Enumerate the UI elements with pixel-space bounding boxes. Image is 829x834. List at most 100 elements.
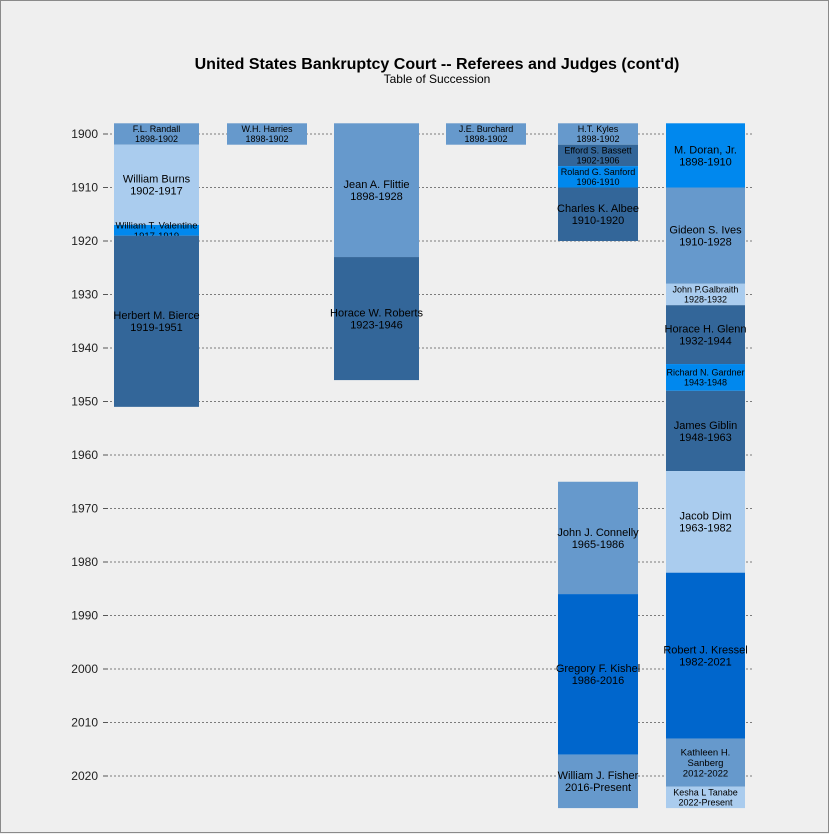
tenure-years-label: 1943-1948 (684, 378, 727, 388)
judge-name-label: W.H. Harries (241, 124, 293, 134)
tenure-years-label: 1898-1902 (245, 134, 288, 144)
tenure-bar (114, 144, 199, 225)
tenure-bar (666, 123, 745, 188)
y-tick-label: 1950 (71, 395, 98, 409)
judge-name-label: William Burns (123, 174, 191, 186)
tenure-bar (666, 471, 745, 573)
judge-name-label: William T. Valentine (115, 220, 197, 231)
tenure-bar (558, 187, 638, 241)
tenure-bar (114, 235, 199, 407)
tenure-years-label: 2016-Present (565, 782, 631, 794)
judge-name-label: H.T. Kyles (578, 124, 619, 134)
tenure-years-label: 1963-1982 (679, 523, 732, 535)
tenure-years-label: 1965-1986 (572, 539, 625, 551)
judge-name-label: Roland G. Sanford (561, 167, 636, 177)
tenure-years-label: 2012-2022 (683, 768, 728, 779)
judge-name-label: Horace W. Roberts (330, 307, 423, 319)
tenure-bar (114, 224, 199, 236)
tenure-bar (666, 283, 745, 306)
y-tick-label: 1910 (71, 181, 98, 195)
tenure-bar (666, 305, 745, 365)
judge-name-label: James Giblin (674, 420, 738, 432)
y-tick-label: 1920 (71, 234, 98, 248)
chart-subtitle: Table of Succession (384, 72, 491, 86)
tenure-years-label: 1919-1951 (130, 322, 183, 334)
judge-name-label: F.L. Randall (133, 124, 181, 134)
tenure-years-label: 1898-1928 (350, 191, 403, 203)
tenure-years-label: 1986-2016 (572, 675, 625, 687)
y-tick-label: 1990 (71, 609, 98, 623)
judge-name-label: Jean A. Flittie (343, 179, 409, 191)
judge-name-label: Kathleen H. (681, 747, 731, 758)
y-tick-label: 1970 (71, 502, 98, 516)
judge-name-label: Efford S. Bassett (564, 146, 632, 156)
tenure-bar (334, 123, 419, 258)
y-axis-ticks: 1900 1910 1920 1930 1940 1950 1960 1970 1980 1990… (71, 127, 108, 783)
tenure-years-label: 1898-1910 (679, 156, 732, 168)
tenure-bar (558, 166, 638, 188)
y-tick-label: 2000 (71, 662, 98, 676)
judge-name-label: John P.Galbraith (673, 285, 739, 295)
judge-name-label: Charles K. Albee (557, 203, 639, 215)
judge-name-label: Jacob Dim (680, 511, 732, 523)
y-tick-label: 2010 (71, 716, 98, 730)
tenure-bar (558, 123, 638, 145)
tenure-years-label: 1982-2021 (679, 656, 732, 668)
y-tick-label: 1940 (71, 341, 98, 355)
judge-name-label: J.E. Burchard (459, 124, 514, 134)
tenure-bar (558, 144, 638, 167)
tenure-bar (666, 390, 745, 472)
y-tick-label: 1980 (71, 555, 98, 569)
y-tick-label: 2020 (71, 769, 98, 783)
tenure-years-label: 1898-1902 (576, 134, 619, 144)
tenure-bar (227, 123, 307, 145)
judge-name-label: Herbert M. Bierce (113, 310, 199, 322)
tenure-years-label: 1906-1910 (576, 177, 619, 187)
y-tick-label: 1930 (71, 288, 98, 302)
tenure-years-label: 1910-1920 (572, 215, 625, 227)
y-tick-label: 1960 (71, 448, 98, 462)
tenure-years-label: 1932-1944 (679, 335, 732, 347)
tenure-bar (666, 786, 745, 809)
tenure-bar (666, 187, 745, 284)
tenure-years-label: 1898-1902 (135, 134, 178, 144)
judge-name-label: M. Doran, Jr. (674, 144, 737, 156)
y-tick-label: 1900 (71, 127, 98, 141)
judge-name-label: Richard N. Gardner (666, 368, 744, 378)
tenure-bar (446, 123, 526, 145)
tenure-bar-group: M. Doran, Jr.1898-1910 (666, 123, 745, 188)
judge-name-label: Robert J. Kressel (663, 644, 747, 656)
tenure-years-label: 1902-1906 (576, 156, 619, 166)
tenure-bar (666, 364, 745, 391)
judge-name-label: William J. Fisher (558, 770, 639, 782)
tenure-years-label: 2022-Present (678, 798, 733, 808)
grid-lines (106, 133, 753, 777)
judge-name-label: John J. Connelly (557, 527, 639, 539)
tenure-bar (558, 594, 638, 755)
